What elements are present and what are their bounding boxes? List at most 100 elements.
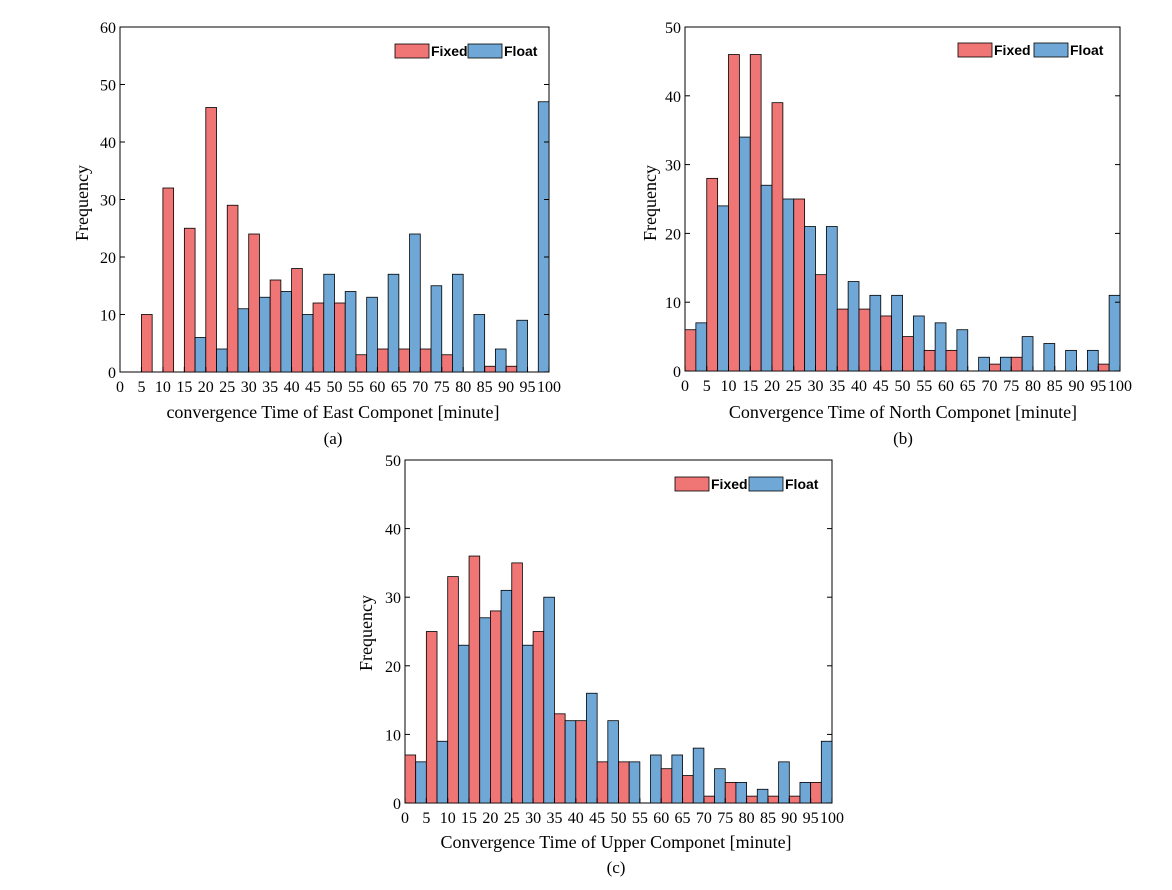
bar-fixed-55 [618, 761, 630, 804]
bars-b [684, 54, 1121, 372]
bar-float-20 [194, 337, 207, 373]
bar-fixed-40 [836, 308, 849, 372]
bar-float-50 [891, 294, 903, 372]
y-tick-label: 20 [665, 226, 681, 243]
x-tick-label: 45 [305, 379, 321, 396]
x-tick-label: 30 [525, 810, 541, 827]
x-tick-label: 100 [1108, 378, 1132, 395]
bar-float-95 [516, 319, 528, 373]
legend-label-float: Float [785, 476, 819, 492]
x-tick-label: 50 [327, 379, 343, 396]
x-tick-label: 65 [675, 810, 691, 827]
bar-fixed-65 [376, 348, 389, 373]
bar-fixed-30 [511, 562, 523, 804]
legend-b: Fixed Float [957, 42, 1104, 58]
bar-fixed-20 [468, 555, 481, 804]
legend-swatch-float [467, 43, 503, 59]
x-tick-label: 45 [589, 810, 605, 827]
bar-fixed-45 [575, 720, 587, 804]
legend-swatch-fixed [957, 42, 993, 58]
bar-float-55 [628, 761, 641, 804]
x-tick-label: 100 [537, 379, 561, 396]
x-tick-label: 20 [764, 378, 780, 395]
legend-label-fixed: Fixed [431, 43, 468, 59]
x-tick-label: 50 [895, 378, 911, 395]
bar-float-40 [847, 281, 860, 372]
x-tick-label: 5 [137, 379, 145, 396]
x-axis-label-a: convergence Time of East Componet [minut… [166, 402, 499, 422]
bar-float-55 [344, 291, 357, 373]
bar-fixed-75 [419, 348, 432, 373]
y-tick-label: 20 [100, 250, 116, 267]
x-tick-label: 0 [681, 378, 689, 395]
bar-fixed-15 [728, 54, 740, 372]
bar-float-35 [543, 596, 555, 804]
x-tick-label: 15 [742, 378, 758, 395]
bar-fixed-35 [532, 631, 545, 804]
bar-fixed-25 [771, 102, 784, 372]
x-tick-label: 40 [851, 378, 867, 395]
bar-fixed-35 [248, 233, 260, 373]
y-tick-label: 0 [393, 796, 401, 813]
x-tick-label: 65 [960, 378, 976, 395]
bar-float-90 [778, 761, 790, 804]
y-tick-label: 60 [100, 20, 116, 37]
bar-fixed-55 [902, 336, 914, 372]
x-tick-label: 0 [116, 379, 124, 396]
x-tick-label: 80 [1025, 378, 1041, 395]
x-tick-label: 70 [412, 379, 428, 396]
y-tick-label: 40 [100, 135, 116, 152]
bar-float-75 [714, 768, 726, 804]
bar-float-50 [607, 720, 619, 804]
x-tick-label: 95 [520, 379, 536, 396]
x-tick-label: 10 [440, 810, 456, 827]
bar-fixed-10 [141, 314, 153, 373]
bar-fixed-40 [554, 713, 566, 804]
bar-float-35 [259, 296, 271, 373]
y-ticks-b: 0 10 20 30 40 50 [665, 20, 1120, 381]
bar-fixed-25 [489, 610, 502, 804]
y-tick-label: 30 [385, 590, 401, 607]
x-axis-label-b: Convergence Time of North Componet [minu… [729, 402, 1077, 422]
y-tick-label: 10 [665, 295, 681, 312]
bar-float-65 [671, 754, 683, 804]
bar-fixed-95 [788, 795, 801, 804]
x-ticks-c: 0 5 10 15 20 25 30 35 40 45 50 55 60 65 70 75 80 85 90 95 10… [401, 798, 844, 827]
bar-fixed-55 [334, 302, 346, 373]
bar-fixed-20 [183, 227, 196, 373]
legend-label-fixed: Fixed [711, 476, 748, 492]
bar-float-15 [738, 136, 751, 372]
x-tick-label: 35 [262, 379, 278, 396]
bar-fixed-25 [205, 107, 217, 373]
bar-float-95 [1086, 349, 1099, 372]
x-tick-label: 80 [739, 810, 755, 827]
bar-fixed-40 [269, 279, 282, 373]
bar-fixed-70 [682, 775, 694, 804]
bars-a [141, 101, 550, 373]
bar-fixed-20 [749, 54, 762, 372]
x-tick-label: 55 [348, 379, 364, 396]
legend-swatch-fixed [674, 476, 710, 492]
bar-float-80 [735, 782, 747, 804]
x-tick-label: 10 [721, 378, 737, 395]
x-tick-label: 85 [1047, 378, 1063, 395]
y-axis-label-c: Frequency [356, 595, 376, 671]
x-tick-label: 85 [477, 379, 493, 396]
y-tick-label: 50 [100, 78, 116, 95]
legend-label-fixed: Fixed [994, 42, 1031, 58]
legend-c: Fixed Float [674, 476, 819, 492]
y-tick-label: 50 [665, 20, 681, 37]
bar-float-10 [436, 740, 449, 804]
x-axis-label-c: Convergence Time of Upper Componet [minu… [440, 832, 791, 852]
bar-float-20 [479, 617, 491, 804]
x-tick-label: 5 [422, 810, 430, 827]
bar-float-45 [301, 314, 314, 373]
x-tick-label: 20 [198, 379, 214, 396]
bar-float-85 [1043, 343, 1056, 372]
bar-fixed-15 [447, 576, 459, 804]
x-tick-label: 100 [820, 810, 844, 827]
x-tick-label: 60 [938, 378, 954, 395]
bar-float-55 [912, 315, 925, 372]
x-tick-label: 50 [611, 810, 627, 827]
